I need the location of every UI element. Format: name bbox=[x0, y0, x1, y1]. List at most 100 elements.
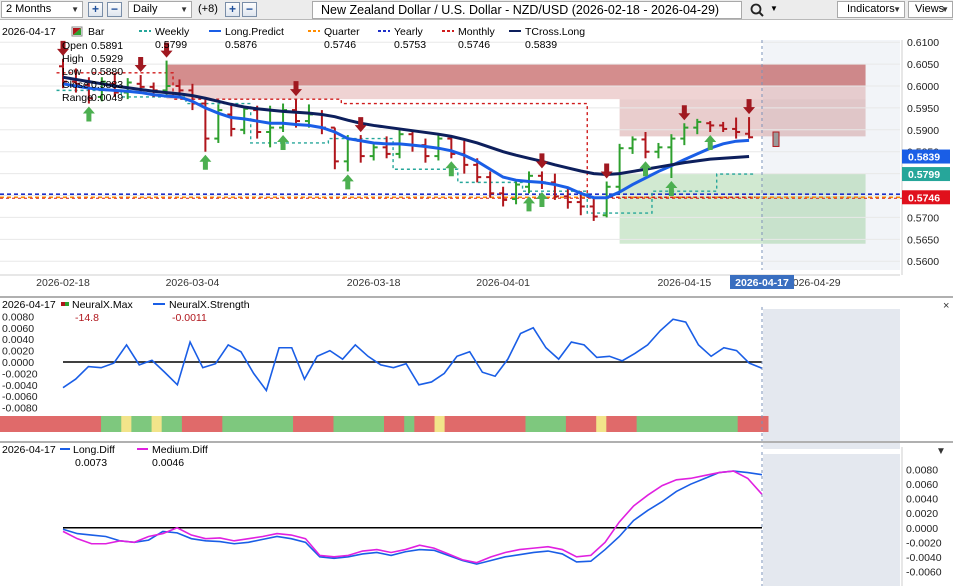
y-tick-label: -0.0080 bbox=[2, 403, 38, 415]
strength-block bbox=[151, 416, 163, 432]
date-label: 2026-04-17 bbox=[2, 299, 56, 311]
legend-name: Medium.Diff bbox=[152, 444, 208, 456]
strength-block bbox=[525, 416, 537, 432]
down-arrow-icon bbox=[678, 105, 691, 121]
x-tick-label: 2026-03-18 bbox=[347, 277, 401, 289]
strength-block bbox=[181, 416, 193, 432]
zoom-out-button[interactable]: − bbox=[107, 2, 122, 17]
strength-block bbox=[0, 416, 11, 432]
diff-panel[interactable]: 0.0080 0.0060 0.0040 0.0020 0.0000 -0.0020 -0.… bbox=[0, 441, 953, 586]
period-select[interactable]: 2 Months ▼ bbox=[1, 1, 83, 18]
strength-block bbox=[677, 416, 688, 432]
strength-block bbox=[222, 416, 233, 432]
future-area bbox=[763, 454, 900, 586]
bar-legend-icon-down bbox=[73, 28, 81, 35]
remove-indicator-button[interactable]: − bbox=[242, 2, 257, 17]
cursor-date-tag bbox=[730, 275, 794, 289]
search-button[interactable] bbox=[748, 1, 770, 19]
legend-value: 0.0073 bbox=[75, 457, 107, 469]
zoom-in-button[interactable]: + bbox=[88, 2, 103, 17]
date-label: 2026-04-17 bbox=[2, 26, 56, 38]
y-tick-label: -0.0040 bbox=[2, 380, 38, 392]
add-indicator-button[interactable]: + bbox=[225, 2, 240, 17]
interval-select[interactable]: Daily ▼ bbox=[128, 1, 192, 18]
up-arrow-icon bbox=[523, 196, 535, 212]
strength-block bbox=[454, 416, 466, 432]
chart-area[interactable]: 0.61000.60500.60000.59500.59000.58500.58… bbox=[0, 20, 953, 586]
legend-value: 0.5799 bbox=[155, 39, 187, 51]
long-predict-line bbox=[62, 82, 750, 200]
strength-block bbox=[414, 416, 425, 432]
strength-block bbox=[111, 416, 122, 432]
price-panel[interactable]: 0.61000.60500.60000.59500.59000.58500.58… bbox=[0, 20, 953, 289]
strength-block bbox=[687, 416, 698, 432]
price-tag-label: 0.5746 bbox=[908, 192, 940, 204]
strength-block bbox=[10, 416, 21, 432]
strength-block bbox=[343, 416, 355, 432]
close-icon: × bbox=[943, 300, 949, 312]
strength-block bbox=[555, 416, 567, 432]
strength-block bbox=[565, 416, 577, 432]
views-label: Views bbox=[915, 3, 945, 15]
chevron-down-icon: ▼ bbox=[893, 5, 901, 14]
date-label: 2026-04-17 bbox=[2, 444, 56, 456]
up-arrow-icon bbox=[639, 161, 652, 177]
strength-block bbox=[313, 416, 324, 432]
x-tick-label: 2026-02-18 bbox=[36, 277, 90, 289]
y-tick-label: 0.0000 bbox=[906, 523, 938, 535]
y-tick-label: 0.0080 bbox=[906, 465, 938, 477]
strength-block bbox=[293, 416, 304, 432]
zone-1 bbox=[166, 86, 866, 100]
strength-block bbox=[666, 416, 678, 432]
up-arrow-icon bbox=[445, 161, 458, 177]
down-arrow-icon bbox=[743, 99, 756, 115]
strength-block bbox=[535, 416, 547, 432]
strength-block bbox=[171, 416, 183, 432]
indicators-button[interactable]: Indicators ▼ bbox=[837, 1, 905, 18]
strength-block bbox=[444, 416, 456, 432]
strength-block bbox=[737, 416, 749, 432]
strength-block bbox=[707, 416, 718, 432]
x-tick-label: 2026-04-29 bbox=[787, 277, 841, 289]
strength-block bbox=[323, 416, 334, 432]
y-tick-label: -0.0020 bbox=[906, 537, 942, 549]
neuralx-panel[interactable]: 0.00800.00600.00400.00200.0000-0.0020-0.… bbox=[0, 296, 953, 449]
search-dropdown-icon[interactable]: ▼ bbox=[770, 4, 778, 13]
instrument-title[interactable]: New Zealand Dollar / U.S. Dollar - NZD/U… bbox=[312, 1, 742, 19]
strength-block bbox=[80, 416, 92, 432]
y-tick-label: 0.5600 bbox=[907, 256, 939, 268]
ohlc-value: 0.5891 bbox=[91, 40, 123, 52]
legend-value: 0.5746 bbox=[458, 39, 490, 51]
legend-name: Long.Predict bbox=[225, 26, 284, 38]
neuralx-max-swatch bbox=[61, 302, 65, 306]
neuralx-strength-line bbox=[62, 318, 763, 393]
y-tick-label: 0.5700 bbox=[907, 212, 939, 224]
y-tick-label: -0.0060 bbox=[906, 566, 942, 578]
up-arrow-icon bbox=[704, 135, 717, 150]
strength-block bbox=[232, 416, 244, 432]
views-button[interactable]: Views ▼ bbox=[908, 1, 953, 18]
instrument-title-text: New Zealand Dollar / U.S. Dollar - NZD/U… bbox=[321, 3, 720, 17]
y-tick-label: 0.5650 bbox=[907, 234, 939, 246]
strength-block bbox=[192, 416, 203, 432]
y-tick-label: 0.0040 bbox=[2, 334, 34, 346]
strength-block bbox=[606, 416, 617, 432]
y-tick-label: 0.5900 bbox=[907, 125, 939, 137]
x-tick-label: 2026-04-15 bbox=[657, 277, 711, 289]
strength-block bbox=[202, 416, 213, 432]
toolbar: 2 Months ▼ + − Daily ▼ (+8) + − New Zeal… bbox=[0, 0, 953, 20]
strength-block bbox=[727, 416, 739, 432]
strength-block bbox=[282, 416, 294, 432]
price-tag bbox=[902, 190, 950, 205]
ohlc-label: Open bbox=[62, 40, 88, 52]
strength-block bbox=[636, 416, 648, 432]
strength-block bbox=[60, 416, 72, 432]
strength-block bbox=[697, 416, 708, 432]
strength-block bbox=[262, 416, 274, 432]
down-arrow-icon bbox=[354, 117, 367, 133]
strength-block bbox=[757, 416, 769, 432]
strength-block bbox=[474, 416, 486, 432]
y-tick-label: 0.0020 bbox=[2, 346, 34, 358]
y-tick-label: 0.6050 bbox=[907, 59, 939, 71]
legend-name: Quarter bbox=[324, 26, 360, 38]
